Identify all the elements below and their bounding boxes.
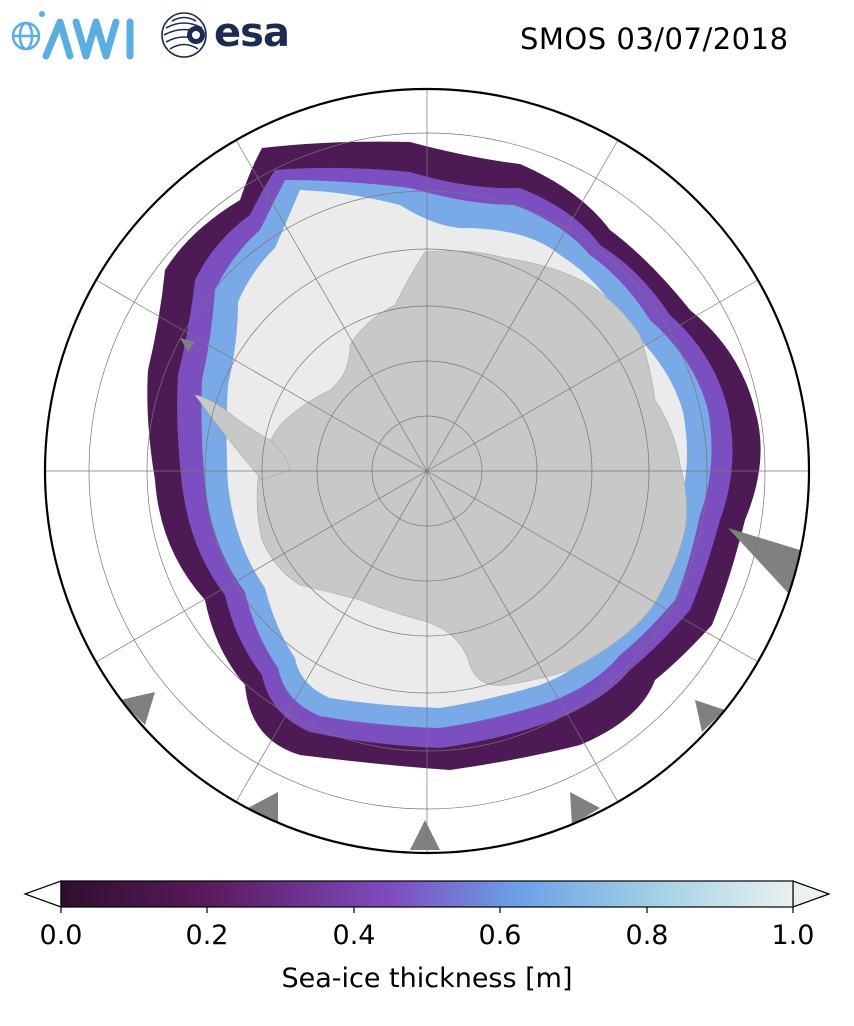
- antarctic-peninsula-land: [194, 394, 291, 481]
- sea-ice-map: [43, 87, 811, 855]
- awi-globe-icon: [11, 21, 41, 51]
- esa-wordmark: esa: [214, 10, 290, 56]
- awi-star-icon: [39, 11, 45, 17]
- colorbar-tick-label: 1.0: [771, 920, 815, 951]
- esa-logo-icon: [161, 12, 207, 58]
- masked-patches: [120, 338, 800, 850]
- colorbar-tick-label: 0.4: [332, 920, 376, 951]
- colorbar-tick-label: 0.0: [39, 920, 83, 951]
- meridians: [45, 89, 809, 853]
- colorbar-gradient: [60, 880, 794, 908]
- colorbar-extend-min: [23, 880, 62, 908]
- antarctica-land: [256, 250, 687, 686]
- colorbar-tick-label: 0.8: [625, 920, 669, 951]
- awi-logo: [11, 11, 134, 60]
- map-title: SMOS 03/07/2018: [520, 22, 789, 56]
- colorbar-tick-label: 0.2: [185, 920, 229, 951]
- colorbar-extend-max: [792, 880, 831, 908]
- colorbar-tick-label: 0.6: [478, 920, 522, 951]
- map-boundary: [43, 87, 811, 855]
- colorbar-ticks: [60, 907, 794, 913]
- colorbar-label: Sea-ice thickness [m]: [281, 963, 573, 994]
- colorbar: [23, 880, 831, 913]
- awi-wordmark: [42, 18, 134, 60]
